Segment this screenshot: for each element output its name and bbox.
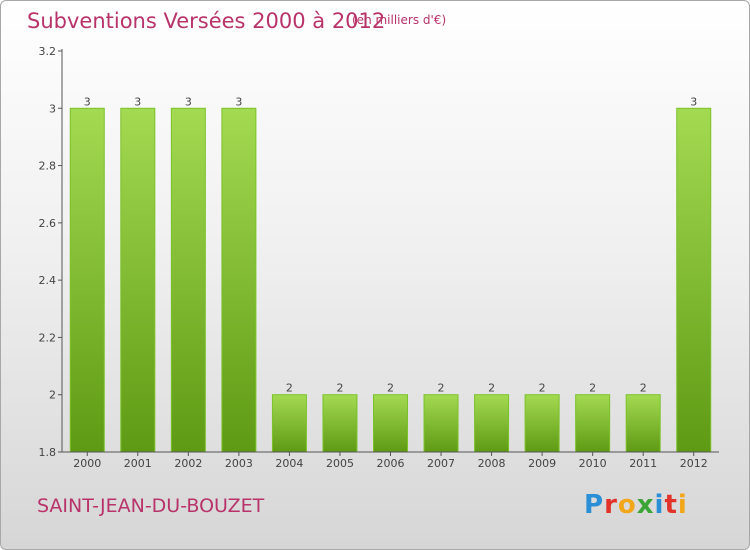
x-tick-label: 2009 (528, 457, 556, 470)
y-tick-label: 3.2 (39, 45, 57, 58)
logo-letter: i (677, 490, 688, 520)
bar-2005 (322, 394, 358, 453)
logo-letter: x (636, 490, 655, 520)
y-tick-label: 3 (49, 102, 56, 115)
x-tick-label: 2012 (680, 457, 708, 470)
data-label: 2 (640, 382, 647, 395)
commune-name: SAINT-JEAN-DU-BOUZET (37, 495, 265, 517)
logo-letter: r (604, 490, 618, 520)
bar-2011 (625, 394, 661, 453)
data-label: 2 (589, 382, 596, 395)
bar-2008 (474, 394, 510, 453)
logo-letter: o (617, 490, 637, 520)
bar-2012 (676, 107, 712, 453)
data-label: 2 (438, 382, 445, 395)
bar-2009 (524, 394, 560, 453)
y-tick-label: 1.8 (39, 446, 57, 459)
y-tick-label: 2 (49, 389, 56, 402)
bar-2001 (120, 107, 156, 453)
y-tick-label: 2.8 (39, 160, 57, 173)
x-tick-label: 2010 (579, 457, 607, 470)
bar-2003 (221, 107, 257, 453)
proxiti-logo: Proxiti (584, 490, 688, 520)
data-label: 3 (235, 95, 242, 108)
x-tick-label: 2011 (629, 457, 657, 470)
chart-unit-label: (en milliers d'€) (352, 13, 447, 27)
data-label: 3 (134, 95, 141, 108)
bar-2010 (575, 394, 611, 453)
data-label: 3 (84, 95, 91, 108)
x-tick-label: 2008 (478, 457, 506, 470)
y-tick-label: 2.6 (39, 217, 57, 230)
x-tick-label: 2003 (225, 457, 253, 470)
data-label: 2 (286, 382, 293, 395)
x-tick-label: 2000 (73, 457, 101, 470)
bar-2000 (69, 107, 105, 453)
x-tick-label: 2005 (326, 457, 354, 470)
x-tick-label: 2006 (377, 457, 405, 470)
y-tick-label: 2.2 (39, 331, 57, 344)
logo-letter: t (664, 490, 678, 520)
data-label: 3 (185, 95, 192, 108)
data-label: 2 (539, 382, 546, 395)
x-tick-label: 2007 (427, 457, 455, 470)
data-label: 2 (488, 382, 495, 395)
x-tick-label: 2004 (275, 457, 303, 470)
y-tick-label: 2.4 (39, 274, 57, 287)
bar-2002 (170, 107, 206, 453)
bar-2007 (423, 394, 459, 453)
data-label: 2 (336, 382, 343, 395)
chart-title: Subventions Versées 2000 à 2012 (27, 9, 386, 33)
x-tick-label: 2001 (124, 457, 152, 470)
data-label: 3 (690, 95, 697, 108)
x-tick-label: 2002 (174, 457, 202, 470)
data-label: 2 (387, 382, 394, 395)
logo-letter: i (654, 490, 665, 520)
bar-2006 (373, 394, 408, 453)
bar-2004 (271, 394, 307, 453)
logo-letter: P (584, 490, 605, 520)
